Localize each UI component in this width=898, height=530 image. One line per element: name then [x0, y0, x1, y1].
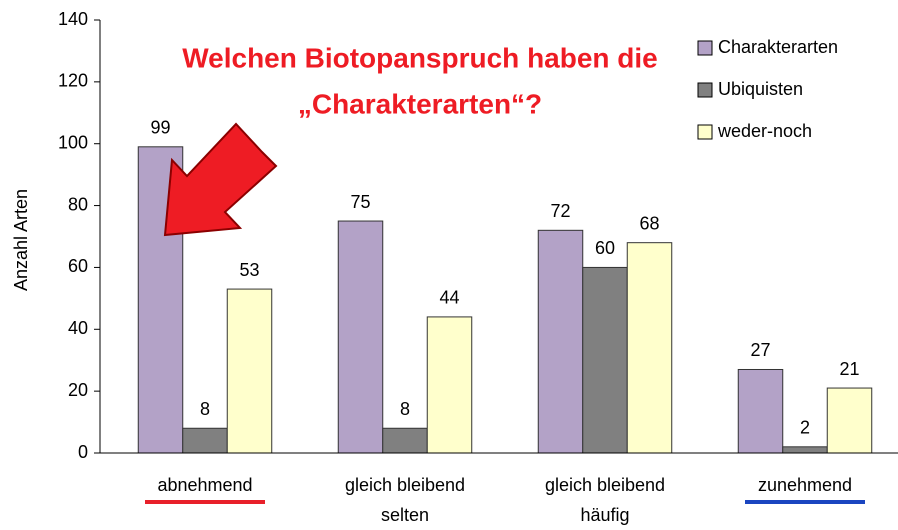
legend-swatch [697, 124, 713, 140]
value-label: 21 [839, 359, 859, 379]
legend-swatch [697, 82, 713, 98]
value-label: 8 [200, 399, 210, 419]
y-tick-label: 120 [58, 71, 88, 91]
bar [826, 387, 873, 454]
bar [626, 242, 673, 454]
value-label: 68 [639, 213, 659, 233]
x-tick-label: häufig [580, 505, 629, 525]
bar [337, 220, 384, 454]
x-tick-label: gleich bleibend [345, 475, 465, 495]
bar [782, 446, 828, 454]
value-label: 53 [239, 260, 259, 280]
bar [737, 368, 784, 454]
bar [182, 427, 228, 454]
bar [426, 316, 473, 454]
y-tick-label: 20 [68, 380, 88, 400]
bar [582, 266, 628, 454]
chart-title: Welchen Biotopanspruch haben die [182, 42, 658, 73]
value-label: 44 [439, 288, 459, 308]
legend-swatch [697, 40, 713, 56]
arrow [163, 122, 278, 237]
x-tick-label: zunehmend [758, 475, 852, 495]
x-tick-label: gleich bleibend [545, 475, 665, 495]
legend-label: weder-noch [717, 121, 812, 141]
value-label: 27 [750, 340, 770, 360]
x-tick-label: selten [381, 505, 429, 525]
value-label: 99 [150, 118, 170, 138]
y-tick-label: 0 [78, 442, 88, 462]
x-tick-label: abnehmend [157, 475, 252, 495]
y-tick-label: 40 [68, 318, 88, 338]
bar [537, 229, 584, 454]
y-tick-label: 60 [68, 256, 88, 276]
value-label: 75 [350, 192, 370, 212]
value-label: 72 [550, 201, 570, 221]
legend-label: Ubiquisten [718, 79, 803, 99]
y-axis-label: Anzahl Arten [11, 189, 31, 291]
bar [382, 427, 428, 454]
chart-title: „Charakterarten“? [298, 88, 542, 119]
y-tick-label: 80 [68, 194, 88, 214]
y-tick-label: 100 [58, 132, 88, 152]
value-label: 60 [595, 238, 615, 258]
bar [226, 288, 273, 454]
legend-label: Charakterarten [718, 37, 838, 57]
value-label: 2 [800, 418, 810, 438]
y-tick-label: 140 [58, 9, 88, 29]
value-label: 8 [400, 399, 410, 419]
